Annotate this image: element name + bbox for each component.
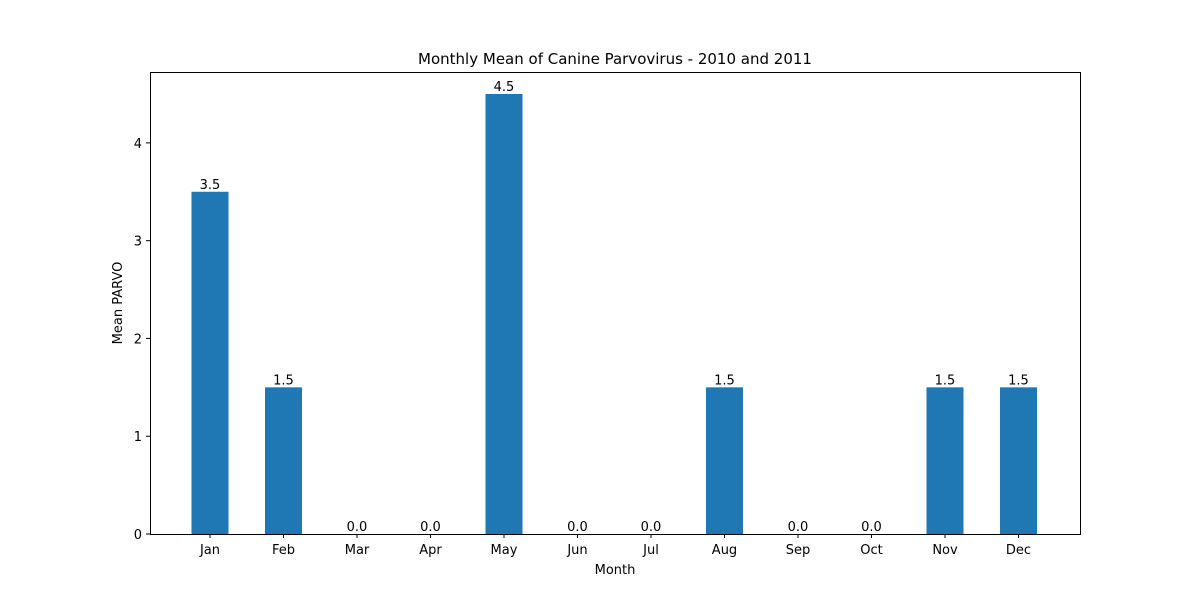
bar-value-label-aug: 1.5	[714, 373, 735, 388]
bar-value-label-dec: 1.5	[1008, 373, 1029, 388]
y-tick-label: 0	[134, 528, 142, 543]
bar-feb	[265, 387, 302, 534]
x-axis-ticks: Jan Feb Mar Apr May Jun Jul Aug Sep Oct Nov Dec	[199, 534, 1031, 558]
y-tick-label: 3	[134, 235, 142, 250]
bar-value-label-sep: 0.0	[788, 520, 809, 535]
x-tick-label-jan: Jan	[199, 543, 220, 558]
bar-value-label-apr: 0.0	[420, 520, 441, 535]
bar-value-label-may: 4.5	[494, 80, 515, 95]
x-tick-label-nov: Nov	[932, 543, 958, 558]
bars-layer	[191, 94, 1037, 534]
bar-labels-layer: 3.5 1.5 0.0 0.0 4.5 0.0 0.0 1.5 0.0 0.0 1.5 1.5	[200, 80, 1029, 535]
x-tick-label-jun: Jun	[566, 543, 587, 558]
bar-aug	[706, 387, 743, 534]
x-tick-label-feb: Feb	[272, 543, 295, 558]
x-tick-label-jul: Jul	[642, 543, 659, 558]
x-tick-label-may: May	[491, 543, 518, 558]
y-axis-ticks: 0 1 2 3 4	[134, 137, 150, 543]
y-tick-label: 1	[134, 430, 142, 445]
plot-frame	[150, 72, 1081, 535]
bar-value-label-feb: 1.5	[273, 373, 294, 388]
x-tick-label-aug: Aug	[712, 543, 737, 558]
x-tick-label-mar: Mar	[345, 543, 370, 558]
bar-value-label-mar: 0.0	[347, 520, 368, 535]
bar-dec	[1000, 387, 1037, 534]
bar-value-label-nov: 1.5	[935, 373, 956, 388]
x-tick-label-apr: Apr	[419, 543, 442, 558]
bar-value-label-jul: 0.0	[641, 520, 662, 535]
bar-value-label-oct: 0.0	[861, 520, 882, 535]
x-axis-label: Month	[595, 563, 636, 578]
bar-may	[485, 94, 523, 534]
x-tick-label-oct: Oct	[860, 543, 882, 558]
y-axis-label: Mean PARVO	[111, 262, 126, 345]
bar-value-label-jun: 0.0	[567, 520, 588, 535]
bar-nov	[926, 387, 964, 534]
y-tick-label: 2	[134, 332, 142, 347]
x-tick-label-dec: Dec	[1006, 543, 1031, 558]
bar-value-label-jan: 3.5	[200, 178, 221, 193]
y-tick-label: 4	[134, 137, 142, 152]
chart-title: Monthly Mean of Canine Parvovirus - 2010…	[418, 50, 812, 68]
x-tick-label-sep: Sep	[786, 543, 811, 558]
bar-jan	[191, 191, 229, 534]
